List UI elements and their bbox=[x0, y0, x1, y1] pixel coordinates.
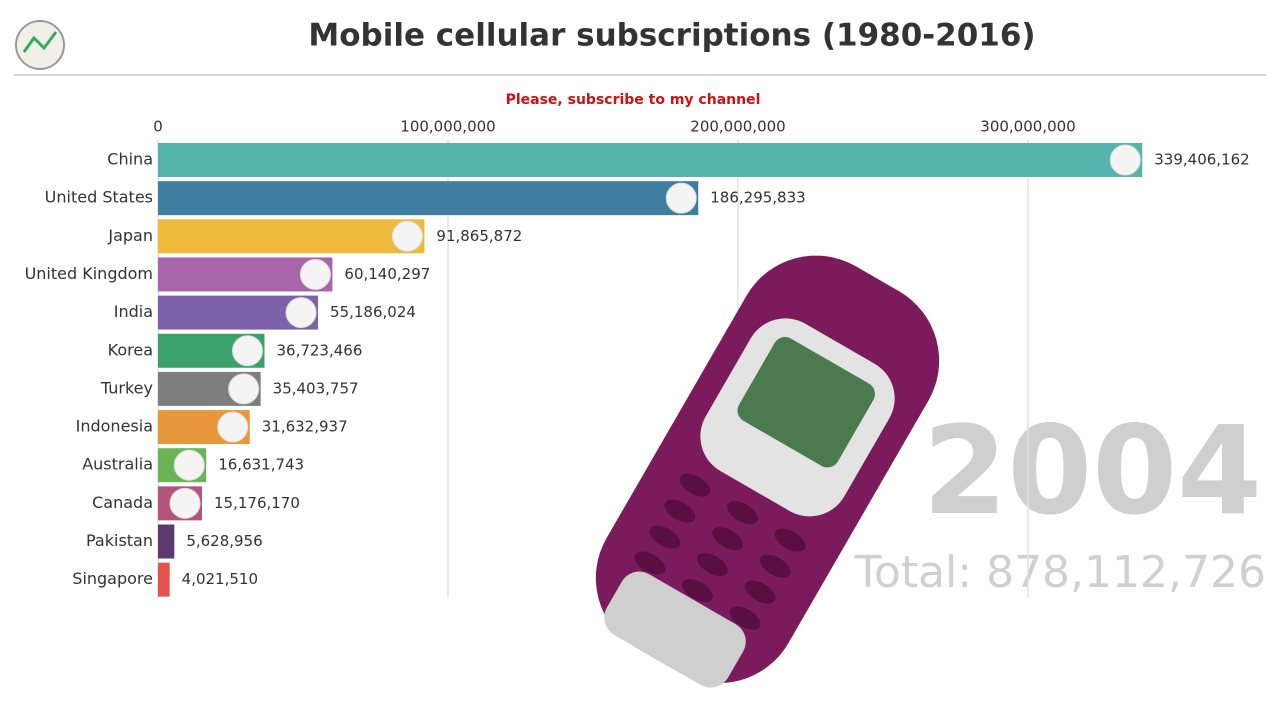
y-tick-label: Australia bbox=[82, 455, 153, 474]
flag-icon bbox=[665, 182, 697, 214]
plot: 0 100,000,000 200,000,000 300,000,000 China 3… bbox=[25, 118, 1250, 598]
phone-bottom bbox=[604, 571, 746, 688]
y-tick-label: Singapore bbox=[72, 569, 153, 588]
y-tick-label: United Kingdom bbox=[25, 264, 153, 283]
bar bbox=[158, 562, 170, 597]
value-label: 36,723,466 bbox=[276, 341, 362, 359]
flag-icon bbox=[169, 487, 201, 519]
y-tick-label: United States bbox=[45, 188, 153, 207]
total-label: Total: 878,112,726 bbox=[854, 547, 1267, 598]
bar bbox=[158, 181, 699, 216]
value-label: 31,632,937 bbox=[262, 418, 348, 436]
y-tick-label: Turkey bbox=[100, 378, 153, 397]
value-label: 16,631,743 bbox=[218, 456, 304, 474]
logo-arrow bbox=[22, 31, 58, 53]
value-label: 339,406,162 bbox=[1154, 151, 1249, 169]
y-tick-label: India bbox=[114, 302, 153, 321]
chart-title: Mobile cellular subscriptions (1980-2016… bbox=[308, 18, 1035, 54]
phone-screen bbox=[737, 336, 875, 468]
flag-icon bbox=[173, 449, 205, 481]
flag-icon bbox=[299, 258, 331, 290]
x-tick-label: 200,000,000 bbox=[690, 118, 785, 136]
flag-icon bbox=[217, 411, 249, 443]
y-tick-label: China bbox=[107, 150, 153, 169]
value-label: 5,628,956 bbox=[186, 532, 262, 550]
flag-icon bbox=[228, 373, 260, 405]
value-label: 35,403,757 bbox=[273, 379, 359, 397]
value-label: 4,021,510 bbox=[182, 570, 258, 588]
year-label: 2004 bbox=[922, 400, 1262, 542]
value-label: 91,865,872 bbox=[436, 227, 522, 245]
value-label: 60,140,297 bbox=[344, 265, 430, 283]
flag-icon bbox=[285, 297, 317, 329]
flag-icon bbox=[231, 335, 263, 367]
bar bbox=[158, 524, 175, 559]
bar bbox=[158, 143, 1143, 177]
y-tick-label: Canada bbox=[92, 493, 153, 512]
x-tick-label: 300,000,000 bbox=[980, 118, 1075, 136]
y-tick-label: Japan bbox=[107, 226, 153, 245]
phone-illustration bbox=[595, 255, 940, 688]
flag-icon bbox=[1109, 144, 1141, 176]
y-tick-label: Indonesia bbox=[76, 417, 153, 436]
value-label: 55,186,024 bbox=[330, 303, 416, 321]
flag-icon bbox=[391, 220, 423, 252]
value-label: 15,176,170 bbox=[214, 494, 300, 512]
y-tick-label: Korea bbox=[108, 340, 153, 359]
x-tick-label: 100,000,000 bbox=[400, 118, 495, 136]
keypad bbox=[634, 473, 806, 630]
x-tick-label: 0 bbox=[153, 118, 163, 136]
y-tick-label: Pakistan bbox=[86, 531, 153, 550]
value-label: 186,295,833 bbox=[710, 189, 805, 207]
bar bbox=[158, 219, 425, 254]
subtitle: Please, subscribe to my channel bbox=[506, 92, 761, 108]
